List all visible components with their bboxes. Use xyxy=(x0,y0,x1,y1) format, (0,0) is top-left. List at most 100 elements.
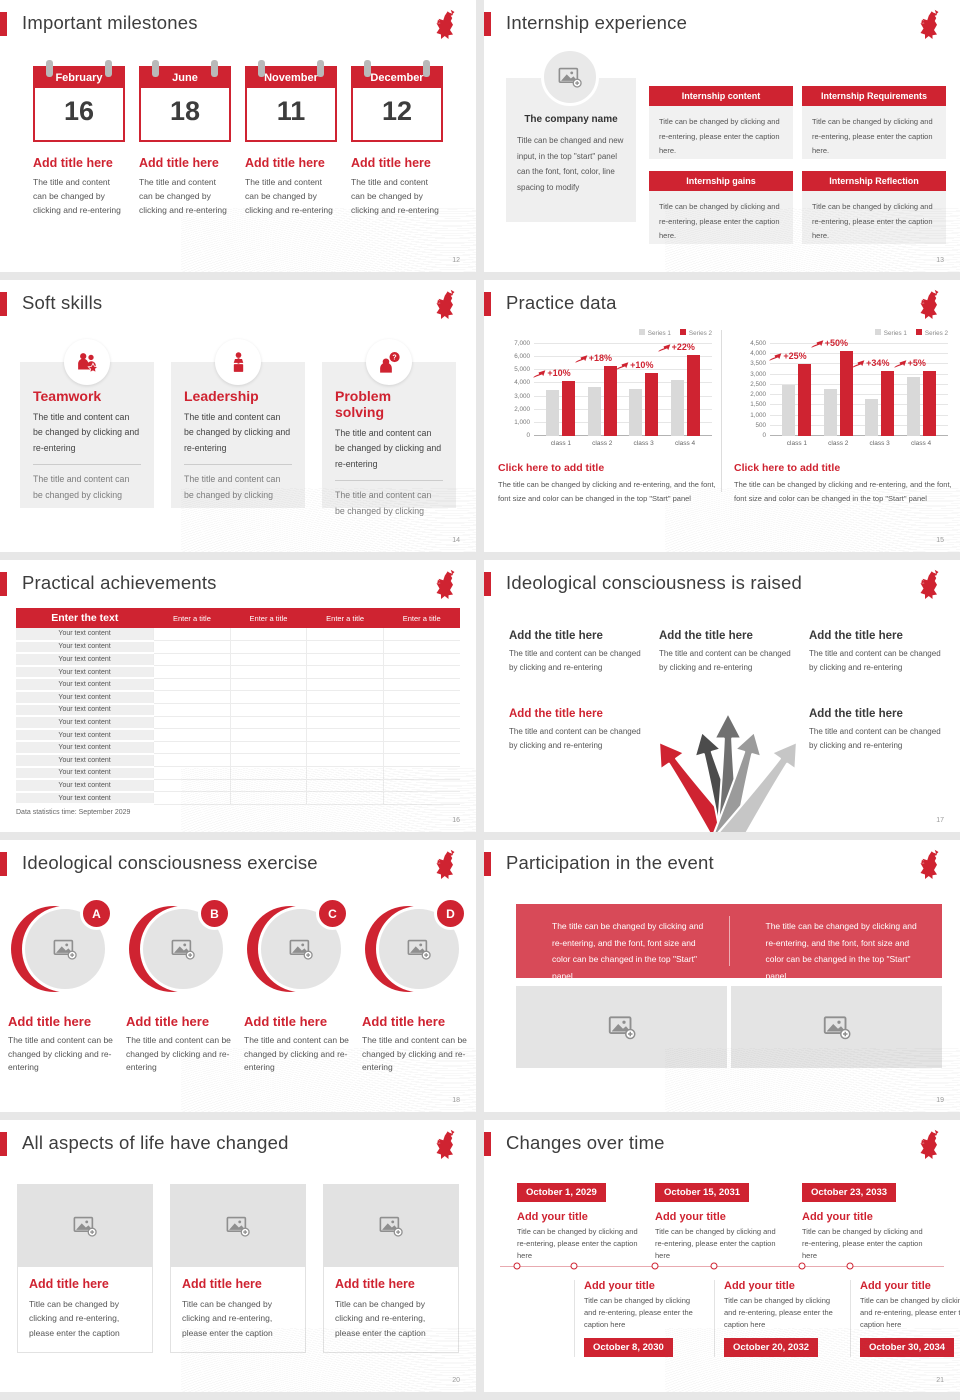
bar-chart-left: Series 1 Series 2 0 1,000 2,000 3,000 4,000 5,0… xyxy=(514,329,712,447)
bar-group: +34% class 3 xyxy=(865,344,895,447)
item-heading: Add your title xyxy=(655,1211,726,1223)
row-label-cell: Your text content xyxy=(16,640,154,655)
timeline-line xyxy=(500,1266,944,1267)
circle-graphic: C xyxy=(247,897,349,998)
slide-title: Participation in the event xyxy=(506,852,714,873)
empty-cell xyxy=(153,665,231,679)
item-caption: The title and content can be changed by … xyxy=(33,177,121,216)
slide-consciousness-exercise[interactable]: Ideological consciousness exercise A Add… xyxy=(0,840,476,1112)
gridline xyxy=(770,394,948,396)
empty-cell xyxy=(306,640,384,654)
growth-arrow-icon xyxy=(894,359,907,368)
bar-chart-right: Series 1 Series 2 0 500 1,000 1,500 2,000 2,500… xyxy=(750,329,948,447)
empty-cell xyxy=(306,653,384,667)
image-placeholder-icon xyxy=(225,1213,251,1239)
y-axis-label: 1,000 xyxy=(750,411,766,419)
gridline xyxy=(770,373,948,375)
slide-header: Ideological consciousness exercise xyxy=(0,840,476,882)
slide-soft-skills[interactable]: Soft skills Teamwork The title and conte… xyxy=(0,280,476,552)
card-caption: Title can be changed by clicking and re-… xyxy=(335,1299,426,1338)
letter-badge: D xyxy=(434,897,467,930)
slide-changes-over-time[interactable]: Changes over time October 1, 2029 Add yo… xyxy=(484,1120,960,1392)
y-axis-label: 3,000 xyxy=(750,370,766,378)
empty-cell xyxy=(153,640,231,654)
timeline-node xyxy=(846,1262,854,1270)
exercise-item: A Add title here The title and content c… xyxy=(8,897,114,1075)
item-caption: Title can be changed by clicking and re-… xyxy=(860,1296,960,1329)
calendar-pin-icon xyxy=(211,60,218,77)
block-heading: Add the title here xyxy=(809,708,903,720)
calendar-pin-icon xyxy=(152,60,159,77)
row-label-cell: Your text content xyxy=(16,690,154,705)
empty-cell xyxy=(306,703,384,717)
title-accent-bar xyxy=(0,852,7,876)
slide-practical-achievements[interactable]: Practical achievements Enter the text Ent… xyxy=(0,560,476,832)
image-placeholder-icon xyxy=(406,936,432,962)
text-block: Add the title here The title and content… xyxy=(809,630,949,676)
title-accent-bar xyxy=(484,292,491,316)
empty-cell xyxy=(153,741,231,755)
item-heading: Add title here xyxy=(245,156,325,170)
image-circle xyxy=(258,906,344,992)
category-label: class 4 xyxy=(910,440,932,447)
skill-text: The title and content can be changed by … xyxy=(335,426,443,482)
calendar-item: December 12 Add title here The title and… xyxy=(351,60,443,217)
slide-participation[interactable]: Participation in the event The title can… xyxy=(484,840,960,1112)
empty-cell xyxy=(153,766,231,780)
bar-group: +50% class 2 xyxy=(824,338,853,447)
gridline xyxy=(534,382,712,384)
item-caption: The title and content can be changed by … xyxy=(351,177,439,216)
slide-important-milestones[interactable]: Important milestones February 16 Add tit… xyxy=(0,0,476,272)
empty-cell xyxy=(229,766,307,780)
letter-badge: C xyxy=(316,897,349,930)
table-row: Your text content xyxy=(16,766,460,781)
calendar-icon: December 12 xyxy=(351,60,443,142)
item-caption: Title can be changed by clicking and re-… xyxy=(655,1227,776,1260)
table-row: Your text content xyxy=(16,678,460,692)
image-placeholder-icon xyxy=(607,1012,637,1042)
category-label: class 3 xyxy=(633,440,654,447)
life-card: Add title here Title can be changed by c… xyxy=(170,1184,306,1354)
table-footnote: Data statistics time: September 2029 xyxy=(16,809,131,817)
chart-panel-left: Series 1 Series 2 0 1,000 2,000 3,000 4,000 5,0… xyxy=(498,322,720,544)
card-body: Add title here Title can be changed by c… xyxy=(171,1267,305,1352)
bar-series-2 xyxy=(562,380,576,436)
slide-internship-experience[interactable]: Internship experience The company name T… xyxy=(484,0,960,272)
card-heading: Add title here xyxy=(182,1277,262,1291)
box-caption: Title can be changed by clicking and re-… xyxy=(802,190,946,244)
bar-series-2 xyxy=(798,364,812,436)
category-label: class 4 xyxy=(674,440,696,447)
calendar-icon: June 18 xyxy=(139,60,231,142)
slide-life-changed[interactable]: All aspects of life have changed Add tit… xyxy=(0,1120,476,1392)
empty-cell xyxy=(153,753,231,768)
title-accent-bar xyxy=(484,1132,491,1156)
slide-title: Practical achievements xyxy=(22,572,217,593)
skill-card: Teamwork The title and content can be ch… xyxy=(20,339,154,508)
empty-cell xyxy=(382,728,460,742)
slide-practice-data[interactable]: Practice data Series 1 Series 2 0 1,000 2,00… xyxy=(484,280,960,552)
page-number: 15 xyxy=(936,537,944,544)
brand-logo-icon xyxy=(916,848,946,880)
empty-cell xyxy=(229,690,307,705)
slide-consciousness-raised[interactable]: Ideological consciousness is raised Add … xyxy=(484,560,960,832)
category-label: class 2 xyxy=(592,440,613,447)
category-label: class 1 xyxy=(550,440,571,447)
item-caption: Title can be changed by clicking and re-… xyxy=(584,1296,693,1329)
growth-annotation: +25% xyxy=(769,351,807,361)
empty-cell xyxy=(306,741,384,755)
gridline xyxy=(770,343,948,344)
gridline xyxy=(770,435,948,436)
table-row: Your text content xyxy=(16,741,460,755)
empty-cell xyxy=(229,728,307,742)
skill-heading: Teamwork xyxy=(33,388,102,404)
page-number: 21 xyxy=(936,1377,944,1384)
slide-header: Ideological consciousness is raised xyxy=(484,560,960,602)
table-row: Your text content xyxy=(16,640,460,655)
card-body: Add title here Title can be changed by c… xyxy=(324,1267,458,1352)
growth-annotation: +22% xyxy=(658,342,695,352)
gridline xyxy=(770,424,948,426)
bar-group: +18% class 2 xyxy=(588,344,617,447)
internship-box: Internship gains Title can be changed by… xyxy=(649,170,793,244)
image-placeholder-icon xyxy=(72,1213,98,1239)
table-header: Enter a title xyxy=(230,608,307,628)
